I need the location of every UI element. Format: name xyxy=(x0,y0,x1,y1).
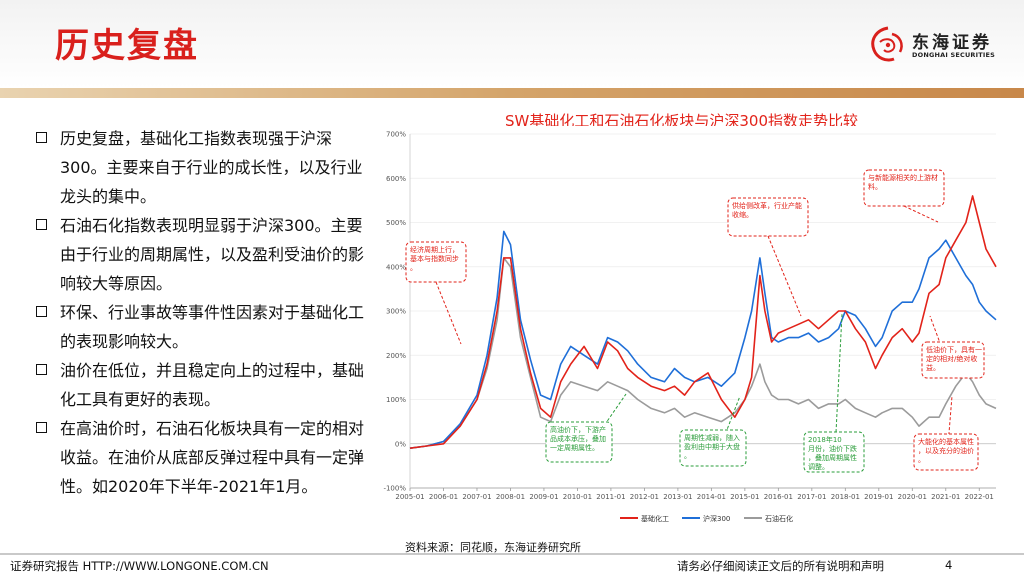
checkbox-bullet-icon xyxy=(36,364,47,375)
callout-box xyxy=(921,341,985,379)
callout-box xyxy=(545,421,613,463)
legend-label: 基础化工 xyxy=(641,514,669,523)
legend-label: 沪深300 xyxy=(703,514,730,523)
company-logo: 东海证券 DONGHAI SECURITIES xyxy=(866,24,1016,68)
callout-box xyxy=(803,431,865,473)
x-tick-label: 2020-01 xyxy=(898,493,927,501)
x-tick-label: 2005-01 xyxy=(395,493,424,501)
x-tick-label: 2007-01 xyxy=(462,493,491,501)
y-tick-label: 0% xyxy=(395,440,406,448)
callout-text: 2018年10 月份，油价下跌，叠加周期属性调整。 xyxy=(808,435,857,471)
bullet-item: 石油石化指数表现明显弱于沪深300。主要由于行业的周期属性，以及盈利受油价的影响… xyxy=(36,211,366,298)
y-tick-label: 600% xyxy=(386,175,406,183)
bullet-item: 环保、行业事故等事件性因素对于基础化工的表现影响较大。 xyxy=(36,298,366,356)
x-tick-label: 2011-01 xyxy=(596,493,625,501)
logo-text-cn: 东海证券 xyxy=(912,33,992,53)
page-title: 历史复盘 xyxy=(55,26,199,66)
line-chart: -100% 0% 100% 200% 300% 400% 500% 600% 700% 2005… xyxy=(370,126,1020,536)
x-tick-label: 2018-01 xyxy=(831,493,860,501)
checkbox-bullet-icon xyxy=(36,132,47,143)
y-tick-label: 100% xyxy=(386,396,406,404)
x-tick-label: 2008-01 xyxy=(496,493,525,501)
bullet-text: 石油石化指数表现明显弱于沪深300。主要由于行业的周期属性，以及盈利受油价的影响… xyxy=(60,216,365,293)
x-tick-label: 2019-01 xyxy=(864,493,893,501)
footer-divider xyxy=(0,553,1024,555)
logo-text-en: DONGHAI SECURITIES xyxy=(912,51,996,59)
callout-box xyxy=(405,241,467,283)
y-tick-label: 200% xyxy=(386,352,406,360)
series-line xyxy=(409,230,997,449)
chart-callouts: 经济周期上行，基本与指数同步。 供给侧改革，行业产能收缩。 与新能源相关的上游材料。… xyxy=(405,169,985,473)
bullet-text: 历史复盘，基础化工指数表现强于沪深300。主要来自于行业的成长性，以及行业龙头的… xyxy=(60,129,363,206)
callout-leader-line xyxy=(767,235,802,317)
callout-box xyxy=(863,169,945,207)
source-note: 资料来源：同花顺，东海证券研究所 xyxy=(405,541,581,554)
y-tick-label: 700% xyxy=(386,131,406,139)
x-tick-label: 2013-01 xyxy=(663,493,692,501)
footer-left: 证券研究报告 HTTP://WWW.LONGONE.COM.CN xyxy=(10,559,269,573)
checkbox-bullet-icon xyxy=(36,219,47,230)
x-tick-label: 2015-01 xyxy=(730,493,759,501)
x-tick-label: 2021-01 xyxy=(931,493,960,501)
x-tick-label: 2016-01 xyxy=(764,493,793,501)
callout-text: 大能化的基本属性，以及充分的油价。 xyxy=(918,437,974,464)
callout-box xyxy=(913,433,979,471)
x-axis-ticks: 2005-01 2006-01 2007-01 2008-01 2009-01 2010-… xyxy=(395,488,994,501)
bullet-item: 在高油价时，石油石化板块具有一定的相对收益。在油价从底部反弹过程中具有一定弹性。… xyxy=(36,414,366,501)
callout-box xyxy=(679,429,747,467)
callout-text: 经济周期上行，基本与指数同步。 xyxy=(410,245,459,272)
chart-series xyxy=(409,195,997,449)
callout-text: 高油价下，下游产品成本承压，叠加一定周期属性。 xyxy=(550,425,606,452)
checkbox-bullet-icon xyxy=(36,306,47,317)
x-tick-label: 2006-01 xyxy=(429,493,458,501)
x-tick-label: 2012-01 xyxy=(630,493,659,501)
x-tick-label: 2017-01 xyxy=(797,493,826,501)
bullet-text: 环保、行业事故等事件性因素对于基础化工的表现影响较大。 xyxy=(60,303,365,351)
callout-box xyxy=(727,197,809,237)
legend-label: 石油石化 xyxy=(765,514,793,523)
page-number: 4 xyxy=(945,558,953,572)
y-tick-label: 400% xyxy=(386,263,406,271)
y-tick-label: -100% xyxy=(383,485,406,493)
checkbox-bullet-icon xyxy=(36,422,47,433)
series-line xyxy=(409,195,997,449)
x-tick-label: 2009-01 xyxy=(529,493,558,501)
y-tick-label: 300% xyxy=(386,308,406,316)
chart-gridlines xyxy=(409,133,996,489)
callout-leader-line xyxy=(435,281,462,345)
x-tick-label: 2022-01 xyxy=(965,493,994,501)
bullet-item: 油价在低位，并且稳定向上的过程中，基础化工具有更好的表现。 xyxy=(36,356,366,414)
callout-text: 供给侧改革，行业产能收缩。 xyxy=(732,201,802,219)
footer-disclaimer: 请务必仔细阅读正文后的所有说明和声明 xyxy=(677,559,884,573)
bullet-list: 历史复盘，基础化工指数表现强于沪深300。主要来自于行业的成长性，以及行业龙头的… xyxy=(36,124,366,501)
bullet-item: 历史复盘，基础化工指数表现强于沪深300。主要来自于行业的成长性，以及行业龙头的… xyxy=(36,124,366,211)
callout-text: 与新能源相关的上游材料。 xyxy=(868,173,938,191)
y-axis-ticks: -100% 0% 100% 200% 300% 400% 500% 600% 700% xyxy=(383,131,406,493)
x-tick-label: 2014-01 xyxy=(697,493,726,501)
y-tick-label: 500% xyxy=(386,219,406,227)
header-band xyxy=(0,0,1024,88)
x-tick-label: 2010-01 xyxy=(563,493,592,501)
chart-title: SW基础化工和石油石化板块与沪深300指数走势比较 xyxy=(505,112,858,130)
bullet-text: 油价在低位，并且稳定向上的过程中，基础化工具有更好的表现。 xyxy=(60,361,365,409)
callout-leader-line xyxy=(903,205,939,223)
bullet-text: 在高油价时，石油石化板块具有一定的相对收益。在油价从底部反弹过程中具有一定弹性。… xyxy=(60,419,365,496)
dragon-logo-icon xyxy=(871,26,903,62)
chart-legend: 基础化工 沪深300 石油石化 xyxy=(620,514,793,523)
callout-text: 低油价下，具有一定的相对/绝对收益。 xyxy=(926,345,982,372)
title-divider xyxy=(0,88,1024,98)
callout-text: 周期性减弱，随入盈利由中期于大盘。 xyxy=(684,433,740,460)
